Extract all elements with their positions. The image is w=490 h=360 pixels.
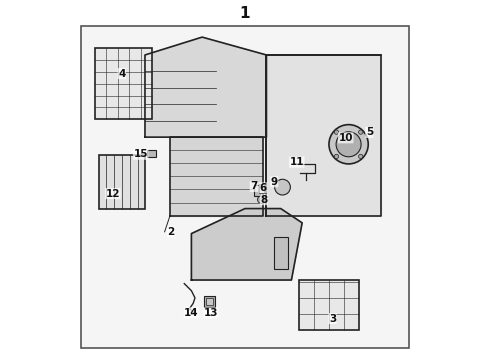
Text: 14: 14	[184, 308, 199, 318]
Circle shape	[334, 154, 339, 158]
Text: 4: 4	[118, 68, 125, 78]
Bar	[95, 48, 152, 119]
Circle shape	[329, 125, 368, 164]
Bar	[273, 237, 288, 269]
Text: 9: 9	[271, 177, 278, 187]
Text: 3: 3	[329, 314, 336, 324]
Text: 8: 8	[260, 195, 268, 204]
Text: 10: 10	[339, 133, 353, 143]
Text: 1: 1	[240, 6, 250, 21]
Polygon shape	[267, 55, 381, 216]
Circle shape	[359, 130, 363, 134]
Circle shape	[359, 154, 363, 158]
Bar	[254, 185, 260, 196]
Text: 12: 12	[105, 189, 120, 199]
Polygon shape	[145, 37, 267, 137]
Text: 5: 5	[366, 127, 373, 138]
Polygon shape	[170, 137, 263, 216]
Bar	[298, 280, 359, 330]
Polygon shape	[192, 208, 302, 280]
Text: 7: 7	[250, 181, 258, 192]
Circle shape	[258, 196, 265, 203]
Circle shape	[336, 132, 361, 157]
Text: 6: 6	[259, 183, 267, 193]
Circle shape	[275, 179, 291, 195]
Bar	[98, 155, 145, 208]
Bar	[259, 184, 264, 193]
Bar	[206, 298, 213, 305]
Circle shape	[334, 130, 339, 134]
Text: 2: 2	[168, 227, 174, 237]
Text: 15: 15	[133, 149, 148, 159]
Bar	[147, 150, 156, 157]
Text: 13: 13	[204, 308, 219, 318]
Bar	[204, 296, 215, 307]
Text: 11: 11	[290, 157, 304, 167]
